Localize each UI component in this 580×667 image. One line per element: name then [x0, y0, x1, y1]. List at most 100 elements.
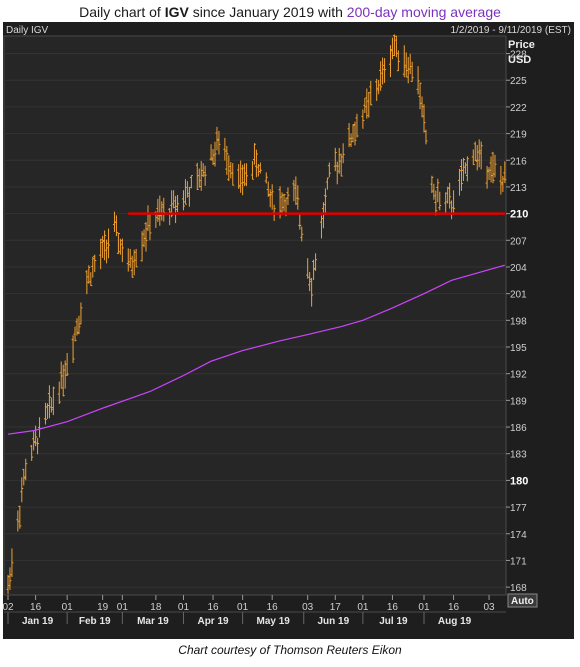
price-bar [503, 161, 507, 183]
month-label: Apr 19 [197, 616, 229, 627]
price-bar [130, 255, 134, 278]
price-bar [239, 160, 243, 193]
x-tick-label: 01 [178, 602, 190, 613]
price-bar [487, 167, 491, 181]
price-bar [156, 198, 160, 222]
price-bar [114, 215, 118, 237]
month-label: Jul 19 [379, 616, 408, 627]
price-bar [231, 163, 235, 186]
price-bar [268, 189, 272, 208]
price-bar [227, 155, 231, 182]
x-tick-label: 01 [357, 602, 369, 613]
price-bar [197, 168, 201, 188]
price-bar [89, 272, 93, 287]
price-bar [107, 228, 111, 259]
price-bar [181, 190, 185, 211]
price-bar [424, 129, 428, 145]
price-bar [327, 162, 331, 178]
price-bar [282, 193, 286, 212]
price-bar [321, 202, 325, 229]
price-bar [51, 386, 55, 416]
price-bar [325, 177, 329, 190]
price-bar [390, 37, 394, 60]
price-bar [367, 91, 371, 118]
price-bar [185, 181, 189, 198]
price-bar [377, 79, 381, 95]
price-bar [319, 215, 323, 239]
price-bar [65, 352, 69, 377]
grid-lines [4, 53, 506, 588]
y-tick-label: 183 [510, 450, 527, 461]
price-bar [375, 78, 379, 101]
price-bar [457, 168, 461, 196]
price-bar [128, 248, 132, 268]
price-bar [101, 235, 105, 258]
price-bar [450, 200, 454, 220]
price-bar [120, 238, 124, 263]
price-bar [477, 139, 481, 168]
price-bar [142, 229, 146, 248]
x-tick-label: 17 [330, 602, 342, 613]
y-tick-label: 216 [510, 156, 527, 167]
price-bar [341, 143, 345, 164]
price-bar [22, 468, 26, 486]
price-bar [71, 335, 75, 364]
price-bar [209, 144, 213, 161]
auto-scale-box[interactable] [507, 593, 538, 608]
price-bar [18, 505, 22, 529]
x-tick-label: 16 [207, 602, 219, 613]
currency-label: USD [508, 54, 531, 66]
price-bar [369, 80, 373, 106]
price-bar [118, 238, 122, 255]
price-bar [365, 88, 369, 119]
x-tick-label: 18 [150, 602, 162, 613]
price-bar [32, 430, 36, 451]
x-axis: 02 16 01 19 01 18 01 16 01 16 03 17 01 16 01 16 03 Jan 19… [2, 595, 495, 627]
price-bar [280, 192, 284, 216]
auto-scale-button[interactable]: Auto [511, 596, 534, 607]
price-bar [99, 238, 103, 270]
price-bar [471, 149, 475, 166]
price-bar [383, 58, 387, 83]
price-bar [250, 161, 254, 180]
y-tick-label: 174 [510, 530, 527, 541]
x-tick-label: 16 [448, 602, 460, 613]
price-bar [172, 190, 176, 209]
month-label: Aug 19 [438, 616, 472, 627]
price-bar [36, 437, 40, 455]
y-tick-label: 201 [510, 290, 527, 301]
price-bar [75, 318, 79, 336]
price-bar [416, 66, 420, 95]
price-bar [77, 315, 81, 335]
x-tick-label: 01 [117, 602, 129, 613]
x-tick-label: 03 [302, 602, 314, 613]
price-bar [489, 156, 493, 183]
price-bar [215, 126, 219, 151]
price-bar [43, 402, 47, 425]
price-bar [24, 458, 28, 481]
price-bar [16, 510, 20, 532]
price-bar [379, 61, 383, 91]
price-bar [312, 259, 316, 281]
price-bar [292, 179, 296, 202]
price-bar [381, 57, 385, 85]
price-bar [351, 124, 355, 143]
price-bar [189, 175, 193, 189]
price-bar [174, 195, 178, 224]
price-bar [306, 258, 310, 279]
price-bar [211, 148, 215, 166]
price-bar [59, 361, 63, 389]
price-bar [34, 425, 38, 447]
price-bar [434, 190, 438, 216]
price-bar [256, 163, 260, 177]
price-bar [61, 364, 65, 397]
price-bar [187, 186, 191, 207]
price-bar [430, 175, 434, 193]
price-bar [335, 161, 339, 185]
price-bar [314, 253, 318, 271]
month-label: May 19 [256, 616, 290, 627]
price-bar [396, 50, 400, 72]
price-bar [491, 151, 495, 184]
price-bar [323, 188, 327, 215]
y-tick-label: 198 [510, 316, 527, 327]
